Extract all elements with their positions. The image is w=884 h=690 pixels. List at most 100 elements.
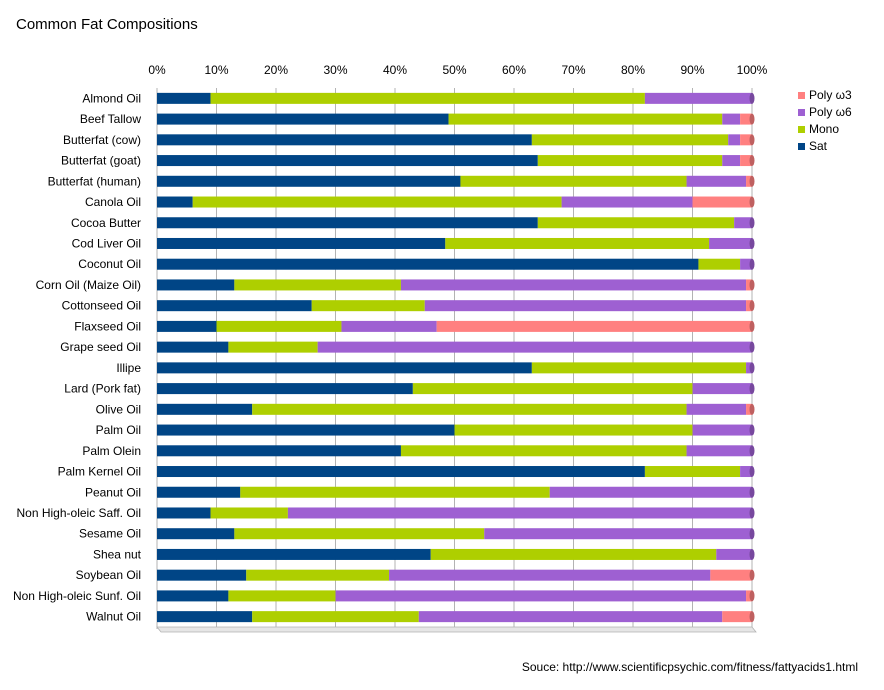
bar-segment-poly-6 <box>341 320 437 332</box>
bar-segment-poly-6 <box>335 590 747 602</box>
category-label: Butterfat (goat) <box>61 154 141 168</box>
bar-segment-poly-3 <box>746 279 752 291</box>
bar-end-cap <box>749 279 755 291</box>
category-label: Non High-oleic Saff. Oil <box>17 506 142 520</box>
bar-end-cap <box>749 445 755 457</box>
bar-end-cap <box>749 155 755 167</box>
bar-segment-mono <box>448 113 723 125</box>
bar-end-cap <box>749 507 755 519</box>
category-label: Illipe <box>116 361 141 375</box>
x-tick-label: 100% <box>737 63 768 77</box>
bar-segment-sat <box>157 507 211 519</box>
bar-end-cap <box>749 383 755 395</box>
bar-segment-sat <box>157 383 413 395</box>
bar-segment-poly-6 <box>746 362 752 374</box>
x-tick-label: 0% <box>148 63 166 77</box>
bar-end-cap <box>749 237 755 249</box>
bar-segment-poly-3 <box>746 300 752 312</box>
chart-floor <box>156 626 757 633</box>
bar-segment-mono <box>412 383 693 395</box>
x-tick-label: 30% <box>323 63 347 77</box>
bar-segment-mono <box>216 320 342 332</box>
bar-segment-sat <box>157 175 461 187</box>
category-label: Palm Olein <box>82 444 141 458</box>
bar-segment-poly-3 <box>740 134 752 146</box>
legend-label: Poly ω6 <box>809 105 852 119</box>
category-label: Almond Oil <box>82 91 141 105</box>
bar-segment-sat <box>157 424 455 436</box>
legend-label: Mono <box>809 122 839 136</box>
bar-segment-sat <box>157 341 229 353</box>
bar-segment-sat <box>157 279 235 291</box>
bar-end-cap <box>749 528 755 540</box>
category-label: Cod Liver Oil <box>72 236 141 250</box>
bar-end-cap <box>749 92 755 104</box>
bar-segment-poly-3 <box>710 569 752 581</box>
bar-segment-poly-6 <box>716 548 752 560</box>
bar-segment-sat <box>157 196 193 208</box>
x-tick-label: 70% <box>561 63 585 77</box>
bar-segment-poly-6 <box>692 383 752 395</box>
bar-segment-poly-3 <box>746 175 752 187</box>
bar-segment-mono <box>531 362 747 374</box>
category-label: Canola Oil <box>85 195 141 209</box>
category-label: Olive Oil <box>96 402 141 416</box>
bar-segment-poly-6 <box>644 92 752 104</box>
bar-segment-mono <box>228 341 318 353</box>
bar-segment-poly-6 <box>740 258 752 270</box>
bar-end-cap <box>749 424 755 436</box>
legend-swatch <box>798 109 805 116</box>
bar-segment-poly-6 <box>287 507 752 519</box>
bar-end-cap <box>749 611 755 623</box>
bar-segment-poly-6 <box>686 403 747 415</box>
bar-segment-poly-3 <box>746 590 752 602</box>
bar-end-cap <box>749 196 755 208</box>
bar-segment-mono <box>454 424 693 436</box>
bar-segment-poly-6 <box>692 424 752 436</box>
category-label: Sesame Oil <box>79 527 141 541</box>
category-label: Corn Oil (Maize Oil) <box>36 278 141 292</box>
category-label: Palm Oil <box>96 423 141 437</box>
category-label: Soybean Oil <box>76 568 141 582</box>
bar-segment-mono <box>252 611 419 623</box>
category-label: Walnut Oil <box>86 610 141 624</box>
bar-end-cap <box>749 300 755 312</box>
bar-end-cap <box>749 403 755 415</box>
bar-end-cap <box>749 134 755 146</box>
bar-segment-mono <box>210 507 288 519</box>
source-note: Souce: http://www.scientificpsychic.com/… <box>521 660 858 674</box>
bar-segment-poly-6 <box>722 113 741 125</box>
legend-swatch <box>798 143 805 150</box>
bar-segment-poly-6 <box>722 155 741 167</box>
bar-segment-mono <box>430 548 717 560</box>
x-tick-label: 10% <box>204 63 228 77</box>
bar-end-cap <box>749 113 755 125</box>
bar-segment-mono <box>460 175 687 187</box>
bar-segment-mono <box>246 569 390 581</box>
x-tick-label: 40% <box>383 63 407 77</box>
x-tick-label: 20% <box>264 63 288 77</box>
bar-segment-poly-6 <box>734 217 752 229</box>
bar-segment-mono <box>537 155 723 167</box>
x-tick-label: 80% <box>621 63 645 77</box>
category-label: Shea nut <box>93 547 142 561</box>
bar-segment-poly-6 <box>424 300 747 312</box>
bar-segment-mono <box>311 300 425 312</box>
bar-segment-poly-6 <box>686 445 752 457</box>
bar-end-cap <box>749 175 755 187</box>
category-label: Butterfat (cow) <box>63 133 141 147</box>
bar-segment-poly-6 <box>317 341 752 353</box>
bar-segment-sat <box>157 569 247 581</box>
legend-swatch <box>798 92 805 99</box>
bar-segment-sat <box>157 320 217 332</box>
bar-segment-poly-6 <box>686 175 747 187</box>
bar-segment-poly-6 <box>740 466 752 478</box>
bar-segment-sat <box>157 258 699 270</box>
bar-segment-sat <box>157 217 538 229</box>
bar-segment-poly-6 <box>549 486 752 498</box>
category-label: Cocoa Butter <box>71 216 141 230</box>
bar-segment-mono <box>445 237 710 249</box>
bar-segment-poly-3 <box>722 611 752 623</box>
bar-end-cap <box>749 486 755 498</box>
